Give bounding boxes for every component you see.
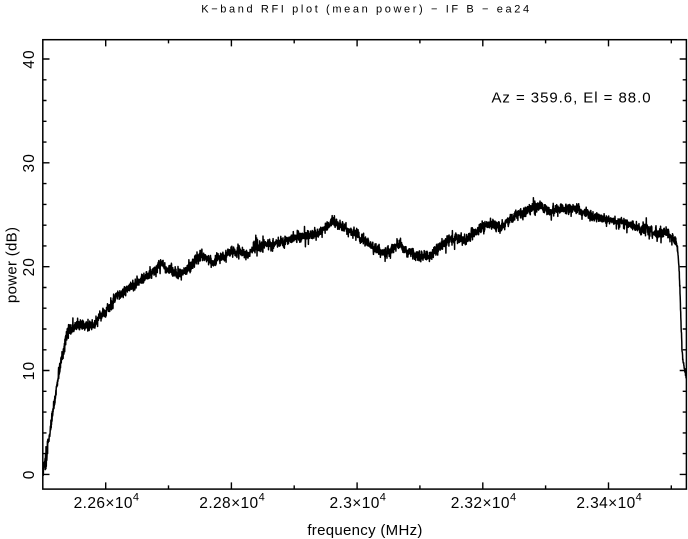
svg-text:2.32×104: 2.32×104 <box>451 492 517 512</box>
svg-text:10: 10 <box>21 361 38 380</box>
svg-text:20: 20 <box>21 257 38 276</box>
svg-text:2.3×104: 2.3×104 <box>330 492 387 512</box>
svg-text:30: 30 <box>21 153 38 172</box>
svg-text:power (dB): power (dB) <box>3 227 20 303</box>
svg-text:2.26×104: 2.26×104 <box>74 492 140 512</box>
svg-text:K−band RFI plot (mean power) −: K−band RFI plot (mean power) − IF B − ea… <box>201 4 531 16</box>
svg-text:40: 40 <box>21 49 38 68</box>
svg-text:frequency (MHz): frequency (MHz) <box>307 522 422 539</box>
svg-text:2.28×104: 2.28×104 <box>199 492 265 512</box>
svg-text:2.34×104: 2.34×104 <box>576 492 642 512</box>
svg-text:0: 0 <box>21 470 38 480</box>
svg-text:Az = 359.6, El = 88.0: Az = 359.6, El = 88.0 <box>491 90 651 107</box>
